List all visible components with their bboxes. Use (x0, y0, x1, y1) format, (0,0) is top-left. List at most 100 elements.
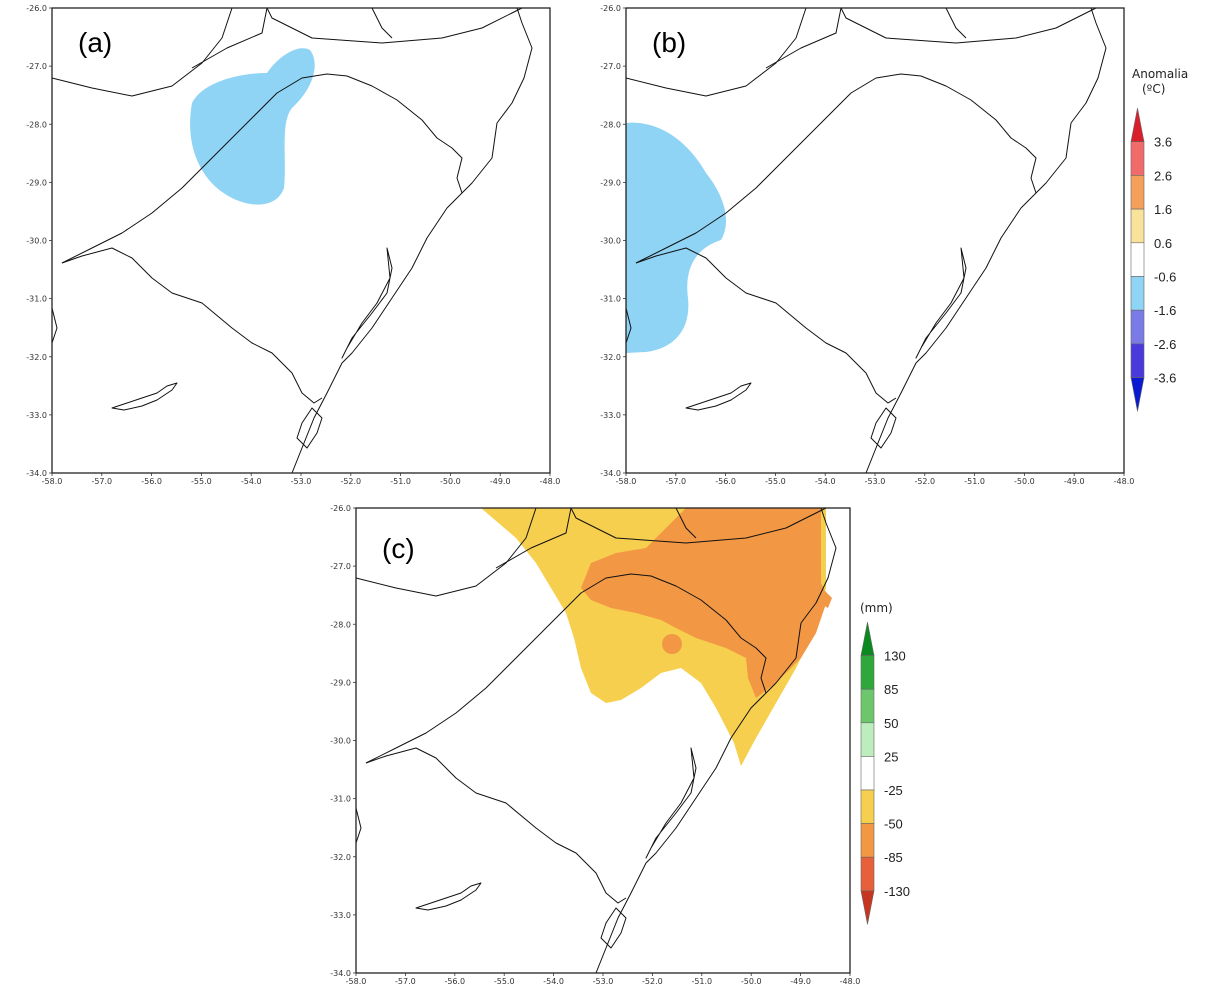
panel-b: (b) -58.0 -57.0 -56.0 -55.0 -54.0 -53.0 -52.0-… (600, 4, 1134, 486)
colorbar-label: 2.6 (1154, 168, 1172, 183)
x-tick-label: -54.0 (241, 477, 262, 486)
y-axis-ticks: -26.0 -27.0 -28.0 -29.0 -30.0 -31.0 -32.0 -33.0… (600, 4, 626, 478)
y-tick-label: -30.0 (330, 737, 351, 746)
dry-medium-coast (821, 590, 832, 608)
colorbar-segment (1130, 309, 1145, 345)
colorbar-segment (860, 856, 875, 892)
x-tick-label: -57.0 (91, 477, 112, 486)
y-tick-label: -32.0 (26, 353, 47, 362)
colorbar-segment (1130, 343, 1145, 378)
y-tick-label: -34.0 (26, 469, 47, 478)
x-tick-label: -54.0 (815, 477, 836, 486)
x-tick-label: -54.0 (543, 977, 564, 986)
x-axis-ticks: -58.0 -57.0 -56.0 -55.0 -54.0 -53.0 -52.0 -51.0… (616, 473, 1135, 486)
y-tick-label: -27.0 (330, 562, 351, 571)
colorbar-segment (860, 756, 875, 791)
colorbar-cap (1130, 377, 1145, 412)
colorbar-label: -85 (884, 850, 903, 865)
x-tick-label: -50.0 (741, 977, 762, 986)
legend-labels: 130 85 50 25 -25 -50 -85 -130 (884, 649, 910, 899)
colorbar-label: 50 (884, 716, 898, 731)
x-tick-label: -48.0 (540, 477, 561, 486)
x-tick-label: -55.0 (191, 477, 212, 486)
y-tick-label: -33.0 (600, 411, 621, 420)
x-tick-label: -52.0 (914, 477, 935, 486)
legend-title: Anomalia (1132, 67, 1188, 81)
x-tick-label: -49.0 (1064, 477, 1085, 486)
x-tick-label: -50.0 (440, 477, 461, 486)
colorbar-label: 3.6 (1154, 135, 1172, 150)
y-tick-label: -27.0 (26, 62, 47, 71)
panel-label: (c) (382, 533, 415, 564)
x-tick-label: -56.0 (141, 477, 162, 486)
colorbar-segment (860, 823, 875, 858)
colorbar-segment (1130, 208, 1145, 244)
x-tick-label: -53.0 (593, 977, 614, 986)
colorbar-segment (860, 688, 875, 724)
y-tick-label: -29.0 (600, 178, 621, 187)
x-axis-ticks: -58.0 -57.0 -56.0 -55.0 -54.0 -53.0 -52.0 -51.0… (346, 973, 861, 986)
colorbar-label: 25 (884, 749, 898, 764)
colorbar-cap (860, 621, 875, 656)
colorbar-label: -2.6 (1154, 337, 1176, 352)
y-tick-label: -32.0 (330, 853, 351, 862)
x-tick-label: -56.0 (444, 977, 465, 986)
x-tick-label: -56.0 (715, 477, 736, 486)
colorbar-label: -130 (884, 884, 910, 899)
x-tick-label: -53.0 (865, 477, 886, 486)
y-tick-label: -34.0 (330, 969, 351, 978)
colorbar-label: -1.6 (1154, 303, 1176, 318)
x-tick-label: -51.0 (390, 477, 411, 486)
legend-title: (mm) (860, 601, 893, 615)
x-tick-label: -51.0 (691, 977, 712, 986)
y-tick-label: -30.0 (600, 237, 621, 246)
dry-medium-patch (662, 634, 682, 654)
y-tick-label: -32.0 (600, 353, 621, 362)
y-axis-ticks: -26.0 -27.0 -28.0 -29.0 -30.0 -31.0 -32.0 -33.0… (330, 504, 356, 978)
colorbar-segment (1130, 175, 1145, 210)
y-tick-label: -28.0 (26, 120, 47, 129)
x-tick-label: -49.0 (790, 977, 811, 986)
cold-anomaly-region (626, 122, 726, 354)
y-tick-label: -33.0 (330, 911, 351, 920)
x-tick-label: -49.0 (490, 477, 511, 486)
temperature-legend: Anomalia (ºC) 3.6 2.6 1.6 0.6 -0.6 -1.6 -2.6 -3… (1130, 67, 1188, 412)
y-tick-label: -31.0 (600, 295, 621, 304)
precipitation-legend: (mm) 130 85 50 25 -25 -50 -85 -130 (860, 601, 910, 925)
y-tick-label: -27.0 (600, 62, 621, 71)
x-tick-label: -50.0 (1014, 477, 1035, 486)
colorbar-label: 0.6 (1154, 236, 1172, 251)
colorbar-cap (860, 890, 875, 925)
x-tick-label: -57.0 (665, 477, 686, 486)
legend-labels: 3.6 2.6 1.6 0.6 -0.6 -1.6 -2.6 -3.6 (1154, 135, 1176, 386)
legend-colorbar (860, 621, 875, 925)
y-tick-label: -34.0 (600, 469, 621, 478)
colorbar-label: 130 (884, 649, 906, 664)
colorbar-label: -25 (884, 783, 903, 798)
legend-colorbar (1130, 107, 1145, 412)
x-tick-label: -53.0 (291, 477, 312, 486)
colorbar-label: 1.6 (1154, 202, 1172, 217)
x-tick-label: -58.0 (42, 477, 63, 486)
x-tick-label: -58.0 (346, 977, 367, 986)
x-tick-label: -48.0 (840, 977, 861, 986)
colorbar-segment (860, 655, 875, 690)
y-tick-label: -31.0 (26, 295, 47, 304)
colorbar-segment (1130, 141, 1145, 176)
y-tick-label: -31.0 (330, 795, 351, 804)
colorbar-segment (860, 722, 875, 757)
x-tick-label: -52.0 (642, 977, 663, 986)
y-tick-label: -30.0 (26, 237, 47, 246)
x-axis-ticks: -58.0 -57.0 -56.0 -55.0 -54.0 -53.0 -52.0 -51.0… (42, 473, 561, 486)
colorbar-label: -3.6 (1154, 371, 1176, 386)
colorbar-cap (1130, 107, 1145, 142)
y-tick-label: -29.0 (26, 178, 47, 187)
y-axis-ticks: -26.0 -27.0 -28.0 -29.0 -30.0 -31.0 -32.0 -33.0… (26, 4, 52, 478)
y-tick-label: -28.0 (600, 120, 621, 129)
colorbar-segment (1130, 242, 1145, 277)
colorbar-label: -50 (884, 817, 903, 832)
panel-label: (b) (652, 27, 686, 58)
x-tick-label: -48.0 (1114, 477, 1135, 486)
x-tick-label: -52.0 (340, 477, 361, 486)
